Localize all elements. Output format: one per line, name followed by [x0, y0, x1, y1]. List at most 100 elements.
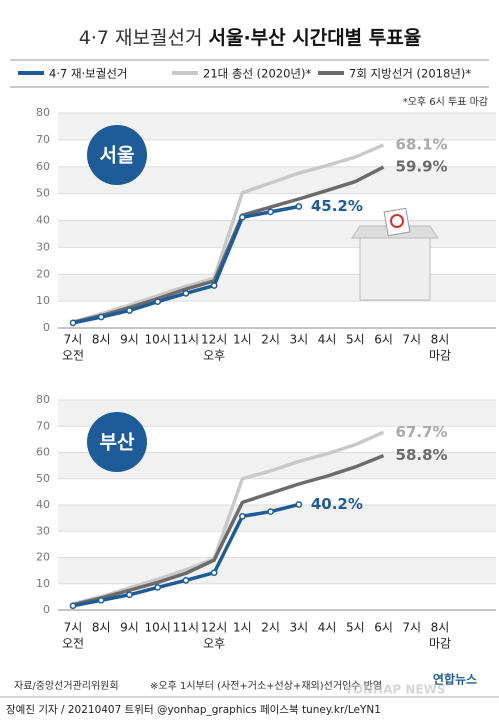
data-point: [97, 596, 105, 604]
legend-label: 4·7 재·보궐선거: [49, 67, 128, 81]
value-label: 45.2%: [311, 197, 363, 215]
x-tick-label: 1시: [233, 333, 252, 347]
series-line: [72, 430, 385, 606]
y-tick-label: 30: [36, 240, 50, 253]
x-tick-label: 2시: [261, 333, 280, 347]
y-tick-label: 70: [36, 133, 50, 146]
x-tick-label: 7시: [402, 333, 421, 347]
data-point: [126, 591, 133, 599]
data-point: [295, 501, 303, 508]
x-tick-label: 9시: [120, 621, 139, 635]
data-point: [295, 203, 303, 210]
data-point: [182, 576, 190, 584]
data-point: [97, 313, 105, 321]
y-tick-label: 50: [36, 187, 50, 200]
legend-label: 7회 지방선거 (2018년)*: [349, 67, 471, 81]
data-point: [210, 569, 218, 577]
x-sublabel: 오후: [203, 349, 225, 363]
y-tick-label: 0: [43, 603, 50, 616]
legend-label: 21대 총선 (2020년)*: [203, 67, 312, 81]
box: [359, 237, 431, 301]
y-tick-label: 60: [36, 160, 50, 173]
series-line: [72, 454, 385, 607]
data-point: [239, 512, 246, 520]
y-tick-label: 60: [36, 446, 50, 459]
x-sublabel: 마감: [429, 349, 451, 363]
data-point: [69, 319, 77, 327]
x-tick-label: 7시: [64, 621, 83, 635]
data-point: [267, 208, 274, 216]
value-label: 67.7%: [396, 423, 448, 441]
ballot-box: [351, 207, 439, 301]
value-label: 58.8%: [396, 446, 448, 464]
stamp: [390, 214, 404, 228]
y-tick-label: 40: [36, 498, 50, 511]
note: *오후 6시 투표 마감: [403, 96, 488, 108]
x-tick-label: 9시: [120, 333, 139, 347]
x-tick-label: 6시: [374, 621, 393, 635]
x-sublabel: 오전: [62, 349, 84, 363]
value-label: 68.1%: [396, 135, 448, 153]
x-tick-label: 4시: [318, 621, 337, 635]
series-line: [72, 143, 385, 324]
x-tick-label: 7시: [402, 621, 421, 635]
data-point: [267, 508, 274, 515]
x-tick-label: 2시: [261, 621, 280, 635]
x-sublabel: 오전: [62, 637, 84, 651]
value-label: 40.2%: [311, 495, 363, 513]
data-point: [154, 298, 162, 306]
x-tick-label: 4시: [318, 333, 337, 347]
byline: 장예진 기자 / 20210407 트위터 @yonhap_graphics 페…: [6, 703, 381, 716]
x-tick-label: 3시: [290, 621, 309, 635]
value-label: 59.9%: [396, 158, 448, 176]
y-tick-label: 80: [36, 393, 50, 406]
region-label: 부산: [100, 432, 135, 454]
x-tick-label: 11시: [173, 333, 199, 347]
title-main: 4·7 재보궐선거: [79, 27, 203, 49]
x-tick-label: 1시: [233, 621, 252, 635]
data-point: [69, 602, 77, 610]
x-sublabel: 마감: [429, 637, 451, 651]
data-point: [210, 282, 218, 289]
x-tick-label: 11시: [173, 621, 199, 635]
data-point: [154, 584, 162, 591]
y-tick-label: 20: [36, 267, 50, 280]
y-tick-label: 40: [36, 214, 50, 227]
logo: 연합뉴스: [433, 672, 477, 687]
region-label: 서울: [100, 145, 135, 167]
x-tick-label: 10시: [145, 333, 171, 347]
y-tick-label: 10: [36, 294, 50, 307]
data-point: [126, 307, 133, 314]
watermark: YONHAP NEWS: [344, 683, 446, 697]
y-tick-label: 10: [36, 577, 50, 590]
data-point: [182, 289, 190, 297]
x-tick-label: 8시: [431, 621, 450, 635]
region-badge: [87, 412, 147, 472]
x-tick-label: 10시: [145, 621, 171, 635]
x-tick-label: 3시: [290, 333, 309, 347]
y-tick-label: 20: [36, 551, 50, 564]
x-tick-label: 8시: [92, 333, 111, 347]
data-point: [239, 213, 246, 221]
y-tick-label: 30: [36, 524, 50, 537]
y-tick-label: 80: [36, 106, 50, 119]
source: 자료/중앙선거관리위원회: [14, 679, 119, 692]
remark: ※오후 1시부터 (사전+거소+선상+재외)선거인수 반영: [150, 680, 382, 692]
x-sublabel: 오후: [203, 637, 225, 651]
x-tick-label: 8시: [92, 621, 111, 635]
legend: 4·7 재·보궐선거 21대 총선 (2020년)* 7회 지방선거 (2018년)…: [18, 67, 471, 81]
grid-band: [58, 557, 496, 584]
y-tick-label: 50: [36, 472, 50, 485]
x-tick-label: 12시: [201, 333, 227, 347]
x-tick-label: 12시: [201, 621, 227, 635]
ballot: [383, 207, 411, 237]
x-tick-label: 5시: [346, 333, 365, 347]
region-badge: [87, 125, 147, 185]
x-tick-label: 5시: [346, 621, 365, 635]
title-emphasis: 서울·부산 시간대별 투표율: [208, 27, 421, 49]
x-tick-label: 7시: [64, 333, 83, 347]
